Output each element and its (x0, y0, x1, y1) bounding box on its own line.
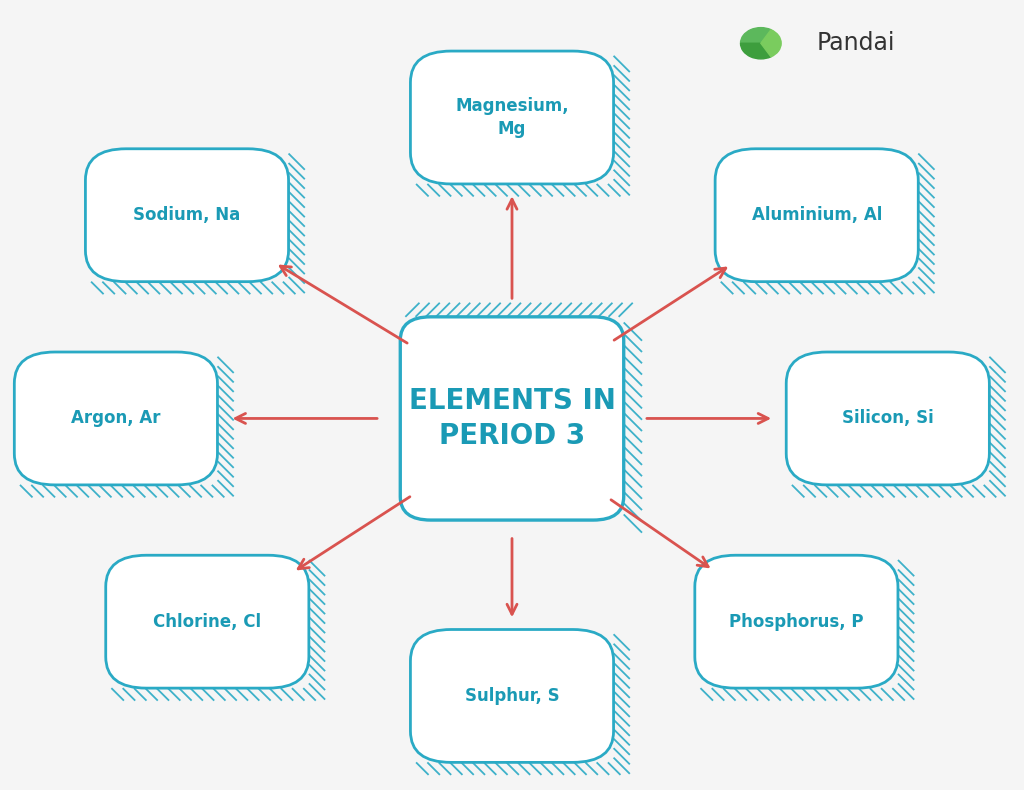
Wedge shape (761, 30, 781, 57)
Text: Argon, Ar: Argon, Ar (71, 409, 161, 427)
FancyBboxPatch shape (411, 51, 613, 184)
FancyBboxPatch shape (786, 352, 989, 485)
Text: Magnesium,
Mg: Magnesium, Mg (456, 97, 568, 137)
FancyBboxPatch shape (400, 317, 624, 520)
Text: Silicon, Si: Silicon, Si (842, 409, 934, 427)
FancyBboxPatch shape (14, 352, 217, 485)
Wedge shape (740, 43, 771, 59)
Text: Pandai: Pandai (817, 32, 895, 55)
FancyBboxPatch shape (411, 630, 613, 762)
Text: Aluminium, Al: Aluminium, Al (752, 206, 882, 224)
FancyBboxPatch shape (695, 555, 898, 688)
Wedge shape (740, 28, 771, 43)
Text: Sodium, Na: Sodium, Na (133, 206, 241, 224)
FancyBboxPatch shape (105, 555, 309, 688)
FancyBboxPatch shape (85, 149, 289, 282)
Text: Sulphur, S: Sulphur, S (465, 687, 559, 705)
FancyBboxPatch shape (715, 149, 919, 282)
Text: Phosphorus, P: Phosphorus, P (729, 613, 863, 630)
Text: Chlorine, Cl: Chlorine, Cl (154, 613, 261, 630)
Text: ELEMENTS IN
PERIOD 3: ELEMENTS IN PERIOD 3 (409, 387, 615, 450)
